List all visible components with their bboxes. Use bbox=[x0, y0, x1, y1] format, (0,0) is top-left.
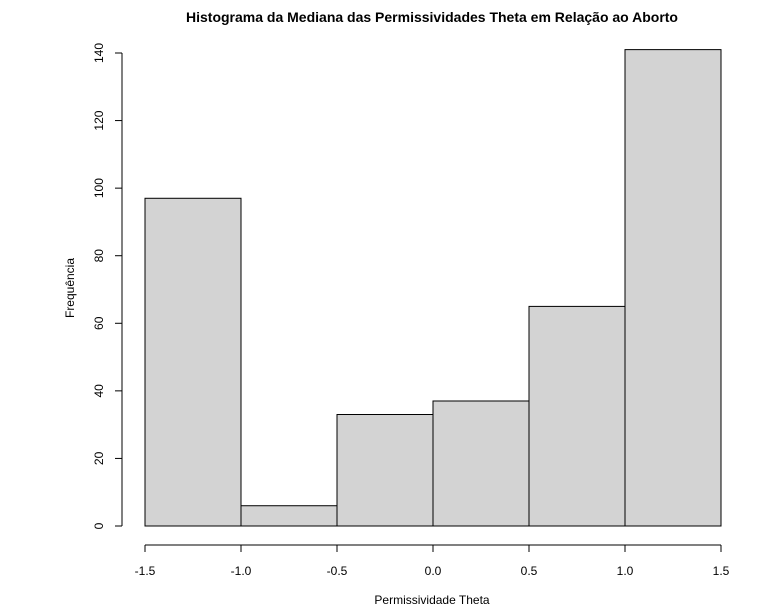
y-tick-label-2: 20 bbox=[92, 451, 106, 465]
x-tick-label-1: -1.5 bbox=[135, 564, 156, 578]
bars-group bbox=[144, 49, 722, 527]
y-tick-label-7: 120 bbox=[92, 110, 106, 130]
y-axis-label: Frequência bbox=[63, 258, 77, 318]
x-tick-label-4: 0.0 bbox=[425, 564, 442, 578]
y-tick-label-5: 80 bbox=[92, 249, 106, 263]
y-tick-label-1: 0 bbox=[92, 522, 106, 529]
x-axis: -1.5 -1.0 -0.5 0.0 0.5 1.0 1.5 bbox=[135, 544, 730, 578]
histogram-bar-5 bbox=[528, 305, 626, 527]
x-tick-label-6: 1.0 bbox=[617, 564, 634, 578]
x-tick-label-7: 1.5 bbox=[713, 564, 730, 578]
y-tick-label-4: 60 bbox=[92, 316, 106, 330]
x-tick-label-2: -1.0 bbox=[231, 564, 252, 578]
x-tick-label-5: 0.5 bbox=[521, 564, 538, 578]
histogram-bar-1 bbox=[144, 197, 242, 527]
histogram-bar-6 bbox=[624, 49, 722, 527]
histogram-bar-4 bbox=[432, 400, 530, 527]
y-axis: 0 20 40 60 80 100 120 140 bbox=[92, 43, 123, 529]
y-tick-label-3: 40 bbox=[92, 384, 106, 398]
histogram-bar-2 bbox=[240, 505, 338, 527]
histogram-bar-3 bbox=[336, 414, 434, 527]
x-axis-label: Permissividade Theta bbox=[374, 593, 489, 607]
y-tick-label-8: 140 bbox=[92, 43, 106, 63]
y-tick-label-6: 100 bbox=[92, 178, 106, 198]
chart-title: Histograma da Mediana das Permissividade… bbox=[186, 9, 678, 25]
x-tick-label-3: -0.5 bbox=[327, 564, 348, 578]
